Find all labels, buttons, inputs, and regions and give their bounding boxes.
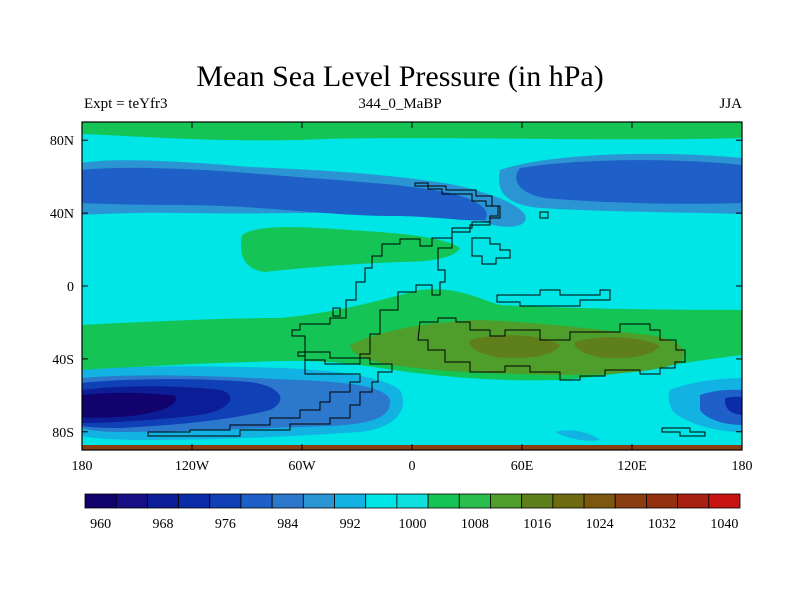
colorbar-label: 1008 — [461, 517, 489, 532]
y-tick-label: 80S — [52, 426, 74, 441]
colorbar-swatch — [334, 493, 367, 509]
colorbar: 960 968 976 984 992 1000 1008 1016 1024 1032 1040 — [84, 493, 741, 532]
plot-title: Mean Sea Level Pressure (in hPa) — [196, 60, 604, 93]
north-low-east-inner — [516, 160, 742, 204]
x-tick-label: 60E — [511, 459, 534, 474]
colorbar-swatch — [302, 493, 335, 509]
pressure-field — [82, 122, 742, 450]
colorbar-swatch — [240, 493, 273, 509]
colorbar-label: 1024 — [586, 517, 614, 532]
colorbar-swatch — [521, 493, 554, 509]
y-tick-label: 0 — [67, 280, 74, 295]
subtropical-high-1016-west — [469, 335, 560, 359]
southern-low-east-core — [724, 396, 742, 415]
colorbar-swatch — [677, 493, 710, 509]
colorbar-swatch — [458, 493, 491, 509]
colorbar-swatch — [209, 493, 242, 509]
colorbar-swatch — [427, 493, 460, 509]
south-gondwana-outline — [147, 351, 393, 437]
y-axis: 80N 40N 0 40S 80S — [50, 134, 742, 441]
small-island-outline — [332, 307, 341, 317]
colorbar-swatch — [365, 493, 398, 509]
colorbar-swatch — [614, 493, 647, 509]
south-indian-low-patch — [555, 430, 600, 441]
north-low-west-inner — [82, 167, 487, 221]
y-tick-label: 40N — [50, 207, 74, 222]
colorbar-label: 1016 — [523, 517, 551, 532]
colorbar-label: 968 — [152, 517, 173, 532]
colorbar-label: 1000 — [399, 517, 427, 532]
experiment-label: Expt = teYfr3 — [84, 96, 168, 112]
time-slice-label: 344_0_MaBP — [358, 96, 442, 112]
colorbar-swatch — [552, 493, 585, 509]
colorbar-swatch — [115, 493, 148, 509]
x-tick-label: 60W — [288, 459, 316, 474]
x-tick-label: 0 — [409, 459, 416, 474]
subtropical-high-1016-east — [574, 337, 660, 359]
southeast-island-outline — [661, 427, 706, 437]
equatorial-landmass-outline — [496, 289, 611, 307]
colorbar-swatch — [146, 493, 179, 509]
colorbar-swatch — [708, 493, 741, 509]
colorbar-swatch — [490, 493, 523, 509]
colorbar-label: 960 — [90, 517, 111, 532]
gondwana-outline — [417, 317, 686, 381]
x-tick-label: 180 — [72, 459, 93, 474]
x-tick-label: 180 — [732, 459, 753, 474]
colorbar-label: 976 — [215, 517, 236, 532]
laurasia-outline — [291, 182, 501, 365]
x-axis: 180 120W 60W 0 60E 120E 180 — [72, 122, 753, 474]
x-tick-label: 120E — [617, 459, 647, 474]
colorbar-swatch — [646, 493, 679, 509]
east-island-outline — [539, 211, 549, 219]
colorbar-swatch — [396, 493, 429, 509]
equatorial-high-west — [240, 227, 460, 272]
colorbar-swatch — [178, 493, 211, 509]
colorbar-label: 1032 — [648, 517, 676, 532]
y-tick-label: 40S — [52, 353, 74, 368]
colorbar-swatch — [583, 493, 616, 509]
southern-low-960 — [82, 392, 176, 418]
north-polar-high — [82, 129, 742, 141]
y-tick-label: 80N — [50, 134, 74, 149]
east-landmass-outline — [471, 237, 511, 265]
continent-outlines — [147, 182, 706, 437]
colorbar-label: 992 — [340, 517, 361, 532]
colorbar-swatch — [84, 493, 117, 509]
season-label: JJA — [719, 96, 742, 112]
colorbar-label: 1040 — [710, 517, 738, 532]
colorbar-swatch — [271, 493, 304, 509]
colorbar-label: 984 — [277, 517, 298, 532]
x-tick-label: 120W — [175, 459, 210, 474]
